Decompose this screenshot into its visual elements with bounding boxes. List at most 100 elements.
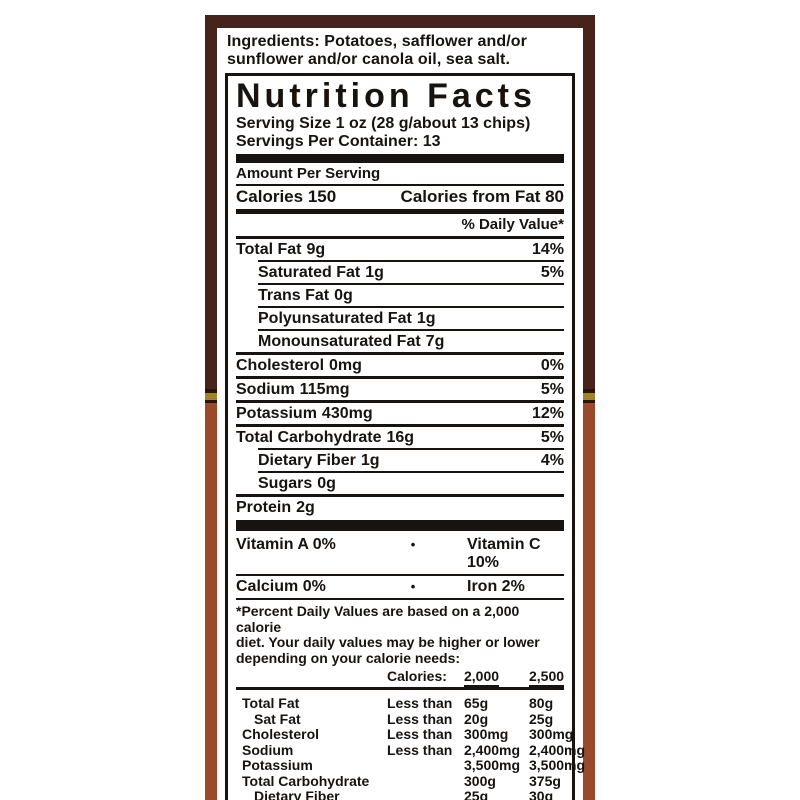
- separator-bar-thick: [236, 520, 564, 531]
- footnote-line: diet. Your daily values may be higher or…: [236, 634, 540, 650]
- nutrient-dv: 5%: [540, 381, 564, 398]
- nutrient-name-amount: Potassium 430mg: [236, 405, 373, 422]
- nutrient-row-cholesterol: Cholesterol 0mg 0%: [236, 352, 564, 376]
- dv-row-name: Dietary Fiber: [254, 788, 340, 800]
- dv-row-2000: 3,500mg: [464, 757, 521, 773]
- nutrient-row-total-carbohydrate: Total Carbohydrate 16g 5%: [236, 424, 564, 448]
- dv-table-row-sat-fat: Sat Fat Less than 20g 25g: [236, 710, 564, 728]
- servings-per-container: Servings Per Container: 13: [236, 132, 441, 150]
- dv-row-2500: 3,500mg: [529, 757, 586, 773]
- footnote-line: depending on your calorie needs:: [236, 649, 461, 666]
- dv-table-header-spacer: [242, 668, 387, 687]
- nutrient-amount: 430mg: [321, 405, 373, 422]
- calories-value: 150: [307, 187, 337, 206]
- nutrient-amount: 0g: [334, 287, 353, 304]
- nutrient-name: Total Carbohydrate: [236, 429, 382, 446]
- nutrient-name: Polyunsaturated Fat: [258, 310, 412, 327]
- dv-row-qualifier: [387, 774, 464, 790]
- footnote-line: *Percent Daily Values are based on a 2,0…: [236, 603, 520, 635]
- nutrient-name-amount: Protein 2g: [236, 499, 315, 516]
- nutrient-row-protein: Protein 2g: [236, 494, 564, 518]
- nutrient-amount: 7g: [425, 333, 445, 350]
- nutrient-dv: 4%: [540, 452, 564, 469]
- nutrient-dv: 14%: [531, 241, 564, 258]
- nutrient-amount: 1g: [360, 452, 380, 469]
- dv-table-col-2000: 2,000: [464, 668, 529, 687]
- dv-row-name: Total Fat: [242, 695, 300, 711]
- col-2500-value: 2,500: [529, 668, 565, 687]
- dv-row-2000: 25g: [464, 788, 489, 800]
- dv-row-qualifier: Less than: [387, 710, 453, 727]
- nutrient-name: Cholesterol: [236, 357, 325, 374]
- calories-label: Calories: [236, 187, 304, 206]
- calories-row: Calories 150 Calories from Fat 80: [236, 184, 564, 208]
- vitamin-right: Iron 2%: [467, 578, 525, 595]
- nutrient-dv: 5%: [540, 264, 564, 281]
- nutrient-name-amount: Cholesterol 0mg: [236, 357, 362, 374]
- vitamin-row-a-c: Vitamin A 0% • Vitamin C 10%: [236, 534, 564, 574]
- dv-table-row-potassium: Potassium 3,500mg 3,500mg: [236, 757, 585, 774]
- separator-rule: [236, 687, 564, 690]
- nutrient-name-amount: Trans Fat 0g: [258, 287, 353, 304]
- daily-value-header: % Daily Value*: [236, 215, 564, 239]
- dv-row-2000: 2,400mg: [464, 741, 521, 758]
- nutrient-dv: 5%: [540, 429, 564, 446]
- dv-table-calories-label: Calories:: [387, 668, 447, 684]
- nutrient-row-sugars: Sugars 0g: [258, 471, 564, 494]
- nutrient-row-dietary-fiber: Dietary Fiber 1g 4%: [258, 448, 564, 471]
- ingredients-text: Potatoes, safflower and/or sunflower and…: [227, 33, 527, 68]
- nutrient-row-sodium: Sodium 115mg 5%: [236, 376, 564, 400]
- nutrient-name: Trans Fat: [258, 287, 330, 304]
- nutrient-amount: 2g: [296, 499, 315, 516]
- vitamin-left: Vitamin A 0%: [236, 536, 336, 553]
- dv-row-2500: 25g: [529, 710, 554, 727]
- nutrient-name-amount: Monounsaturated Fat 7g: [258, 333, 444, 350]
- dv-row-name: Cholesterol: [242, 726, 320, 742]
- dv-row-2000: 300mg: [464, 726, 509, 742]
- separator-bar-medium: [236, 209, 564, 214]
- dv-table-row-dietary-fiber: Dietary Fiber 25g 30g: [236, 788, 564, 800]
- dv-table-body: Total Fat Less than 65g 80g Sat Fat Less…: [236, 695, 585, 800]
- product-package: Ingredients: Potatoes, safflower and/or …: [205, 15, 595, 800]
- nutrient-row-monounsaturated-fat: Monounsaturated Fat 7g: [258, 329, 564, 352]
- dv-row-qualifier: Less than: [387, 726, 453, 742]
- nutrient-name: Sodium: [236, 381, 295, 398]
- dv-row-name: Sodium: [242, 741, 294, 758]
- dv-table-row-sodium: Sodium Less than 2,400mg 2,400mg: [236, 741, 585, 759]
- dv-table-row-total-carbohydrate: Total Carbohydrate 300g 375g: [236, 772, 564, 790]
- nutrient-row-total-fat: Total Fat 9g 14%: [236, 239, 564, 260]
- dv-row-2000: 20g: [464, 710, 489, 727]
- nutrient-amount: 9g: [306, 241, 326, 258]
- dv-row-qualifier: [387, 789, 464, 800]
- nutrition-label: Ingredients: Potatoes, safflower and/or …: [217, 28, 585, 800]
- serving-size: Serving Size 1 oz (28 g/about 13 chips): [236, 115, 531, 132]
- nutrient-dv: 12%: [531, 405, 564, 422]
- nutrient-name-amount: Sugars 0g: [258, 475, 336, 492]
- vitamins-section: Vitamin A 0% • Vitamin C 10% Calcium 0% …: [236, 534, 564, 600]
- dv-row-qualifier: Less than: [387, 695, 453, 711]
- nutrient-amount: 16g: [386, 429, 415, 446]
- nutrient-name: Saturated Fat: [258, 264, 361, 281]
- nutrient-dv: 0%: [540, 357, 564, 374]
- dv-row-2500: 375g: [529, 772, 561, 789]
- nutrient-name: Dietary Fiber: [258, 452, 356, 469]
- nutrient-row-polyunsaturated-fat: Polyunsaturated Fat 1g: [258, 306, 564, 329]
- nutrient-name-amount: Total Fat 9g: [236, 241, 325, 258]
- calories-left: Calories 150: [236, 187, 336, 206]
- dv-row-2500: 80g: [529, 695, 554, 711]
- dv-row-name: Total Carbohydrate: [242, 772, 370, 789]
- bullet-separator: •: [410, 579, 416, 594]
- panel-title: Nutrition Facts: [236, 77, 536, 115]
- dv-row-name: Sat Fat: [254, 710, 301, 727]
- nutrient-name: Total Fat: [236, 241, 302, 258]
- nutrient-amount: 1g: [416, 310, 436, 327]
- nutrient-name-amount: Total Carbohydrate 16g: [236, 429, 414, 446]
- dv-row-qualifier: [387, 758, 464, 774]
- dv-table-row-total-fat: Total Fat Less than 65g 80g: [236, 695, 564, 712]
- nutrient-amount: 0g: [317, 475, 336, 492]
- dv-table-header: Calories: 2,000 2,500: [236, 668, 565, 687]
- dv-table-col-2500: 2,500: [529, 668, 565, 687]
- nutrient-name-amount: Dietary Fiber 1g: [258, 452, 379, 469]
- dv-row-name: Potassium: [242, 757, 313, 773]
- nutrient-row-trans-fat: Trans Fat 0g: [258, 283, 564, 306]
